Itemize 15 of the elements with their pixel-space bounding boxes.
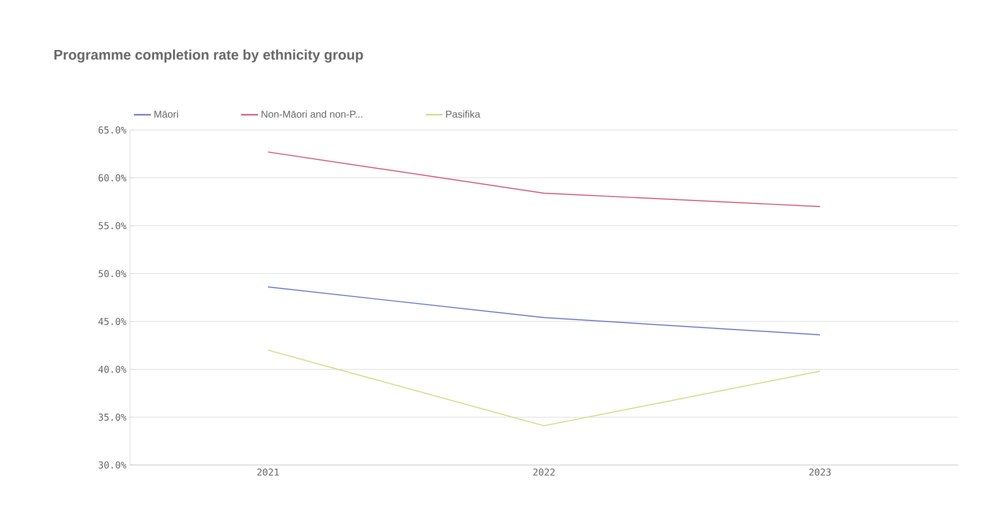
y-tick-label: 40.0% [98,366,126,373]
legend-label: Māori [154,110,178,118]
legend-label: Non-Māori and non-P... [262,110,362,118]
chart-title: Programme completion rate by ethnicity group [54,49,363,63]
y-tick-label: 45.0% [98,318,126,326]
y-tick-label: 35.0% [98,414,126,421]
x-tick-label: 2022 [533,468,555,476]
y-tick-label: 55.0% [98,222,126,230]
legend-label: Pasifika [446,110,480,118]
y-tick-label: 65.0% [98,126,126,134]
x-tick-label: 2021 [257,468,279,476]
y-tick-label: 30.0% [98,461,126,469]
x-tick-label: 2023 [809,468,831,476]
y-tick-label: 50.0% [98,270,126,278]
y-tick-label: 60.0% [98,174,126,182]
